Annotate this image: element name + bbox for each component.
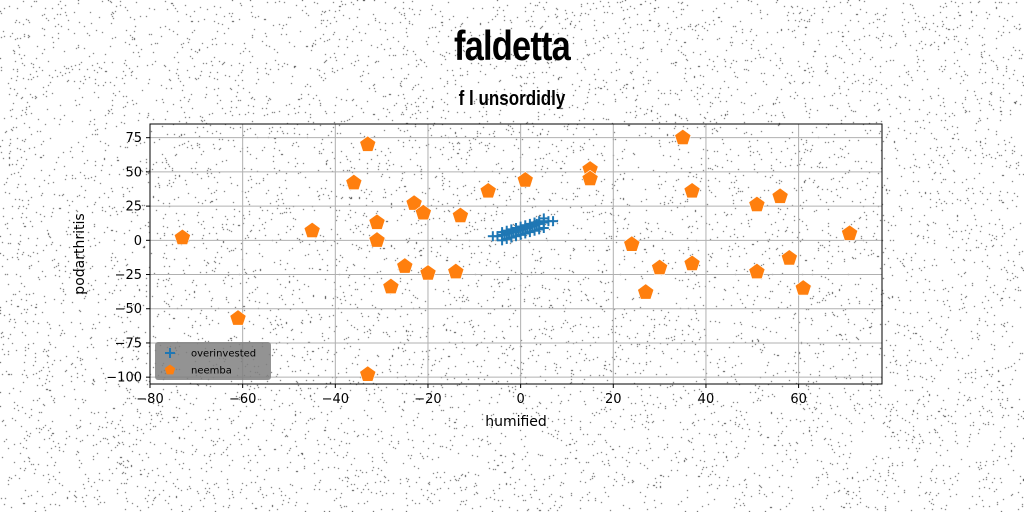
neemba-point (419, 264, 437, 281)
y-tick-label: 50 (125, 165, 142, 180)
x-axis-label: humified (485, 414, 547, 430)
x-tick-label: −20 (414, 392, 441, 407)
neemba-point (516, 171, 534, 188)
overinvested-point (538, 213, 549, 224)
neemba-point (414, 204, 432, 221)
y-axis-label: podarthritis (72, 213, 88, 294)
overinvested-point (520, 220, 531, 231)
overinvested-point (515, 221, 526, 232)
overinvested-point (538, 223, 549, 233)
neemba-point (359, 135, 377, 152)
overinvested-point (548, 216, 559, 227)
overinvested-point (529, 217, 540, 228)
neemba-point (405, 194, 423, 211)
x-tick-label: −80 (136, 392, 163, 407)
neemba-point (581, 169, 599, 186)
legend-pentagon-marker (164, 364, 176, 375)
x-tick-label: 40 (698, 392, 715, 407)
neemba-point (359, 365, 377, 382)
legend: overinvested neemba (155, 342, 271, 380)
x-tick-label: −60 (229, 392, 256, 407)
y-tick-label: −100 (106, 371, 142, 386)
x-tick-label: −40 (322, 392, 349, 407)
y-tick-label: −75 (115, 336, 142, 351)
x-tick-label: 60 (790, 392, 807, 407)
legend-label: neemba (191, 366, 232, 377)
x-tick-label: 0 (516, 392, 524, 407)
neemba-point (396, 257, 414, 274)
neemba-point (368, 213, 386, 230)
neemba-point (303, 221, 321, 238)
neemba-point (173, 228, 191, 245)
neemba-point (479, 182, 497, 199)
neemba-point (748, 262, 766, 280)
y-tick-label: 25 (125, 200, 142, 215)
neemba-point (623, 235, 641, 252)
neemba-point (368, 231, 386, 248)
neemba-point (345, 173, 363, 190)
neemba-point (771, 187, 789, 204)
plot-frame (149, 123, 883, 385)
axis-ticks: −80 −60 −40 −20 0 20 40 60 75 50 25 0 −25 −50 −75 −100 (106, 131, 807, 407)
neemba-point (451, 206, 469, 223)
neemba-point (748, 195, 766, 212)
y-tick-label: 75 (125, 131, 142, 146)
y-tick-label: −50 (115, 302, 142, 317)
neemba-point (382, 277, 400, 295)
overinvested-point (524, 218, 535, 229)
data-points (173, 128, 859, 382)
overinvested-point (501, 225, 512, 236)
neemba-point (780, 249, 798, 266)
neemba-point (841, 224, 859, 241)
grid-lines (149, 124, 882, 384)
neemba-point (637, 283, 655, 300)
overinvested-point (497, 227, 508, 238)
overinvested-point (506, 224, 517, 235)
neemba-point (683, 254, 701, 271)
neemba-point (229, 309, 247, 326)
legend-box (155, 342, 271, 380)
y-tick-label: −25 (115, 268, 142, 283)
x-tick-label: 20 (605, 392, 622, 407)
chart-subtitle: f l unsordidly (458, 88, 566, 110)
neemba-point (683, 182, 701, 199)
legend-label: overinvested (191, 349, 256, 360)
overinvested-point (511, 223, 521, 233)
chart-title: faldetta (454, 22, 571, 69)
neemba-point (794, 279, 812, 296)
neemba-point (447, 262, 465, 280)
neemba-point (674, 128, 692, 145)
y-tick-label: 0 (134, 234, 142, 249)
neemba-point (651, 258, 669, 275)
